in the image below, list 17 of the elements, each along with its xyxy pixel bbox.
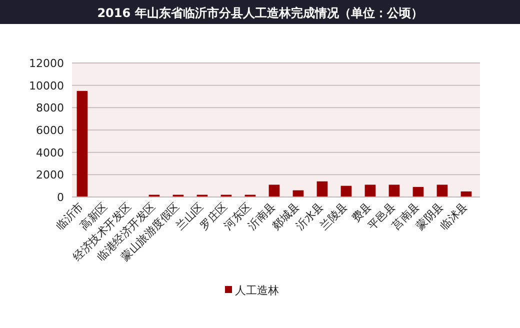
y-tick-label: 6000 (36, 124, 64, 137)
bar (436, 184, 448, 197)
bar (364, 184, 376, 197)
bar (76, 90, 88, 197)
y-tick-label: 8000 (36, 102, 64, 115)
y-tick-label: 0 (57, 191, 64, 204)
bar (412, 186, 424, 197)
y-tick-label: 2000 (36, 168, 64, 182)
y-tick-label: 12000 (29, 57, 64, 70)
legend-label: 人工造林 (235, 284, 279, 297)
bar (388, 184, 400, 197)
bar (268, 184, 280, 197)
bar (316, 181, 328, 197)
y-tick-label: 10000 (29, 79, 64, 92)
bar (340, 186, 352, 197)
chart-title: 2016 年山东省临沂市分县人工造林完成情况（单位：公顷） (97, 6, 423, 20)
y-tick-label: 4000 (36, 146, 64, 160)
